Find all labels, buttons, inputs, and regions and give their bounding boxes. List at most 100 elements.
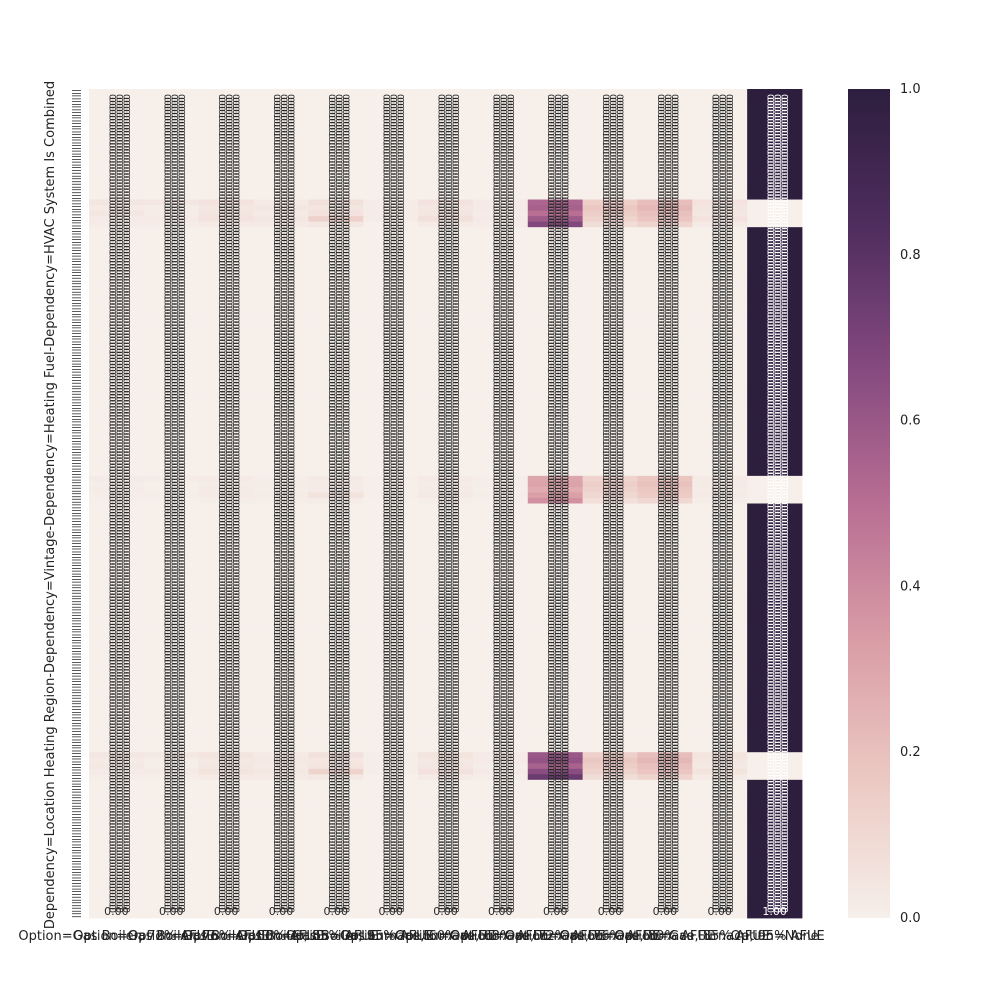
heatmap-cell [582, 691, 638, 698]
heatmap-cell [747, 752, 803, 759]
heatmap-cell [637, 658, 693, 665]
heatmap-cell [582, 796, 638, 803]
heatmap-cell [692, 194, 748, 200]
heatmap-cell [253, 475, 309, 482]
heatmap-cell [308, 232, 364, 239]
heatmap-cell [308, 442, 364, 449]
heatmap-cell [363, 586, 419, 593]
heatmap-cell [253, 166, 309, 173]
heatmap-cell [253, 873, 309, 880]
heatmap-cell [527, 138, 584, 145]
colorbar-tick-label: 0.4 [900, 579, 921, 594]
heatmap-cell [418, 901, 474, 908]
heatmap-cell [692, 851, 748, 858]
heatmap-cell [89, 321, 145, 328]
heatmap-cell [527, 276, 584, 283]
heatmap-cell [253, 619, 309, 626]
heatmap-cell [527, 829, 584, 836]
cell-value-label: 0.000.000.000.000.000.000.000.000.000.00… [223, 94, 233, 913]
heatmap-cell [143, 597, 200, 604]
heatmap-cell [472, 674, 529, 681]
heatmap-cell [418, 835, 474, 842]
heatmap-cell [253, 696, 309, 703]
heatmap-cell [253, 840, 309, 847]
heatmap-cell [308, 696, 364, 703]
heatmap-cell [363, 630, 419, 637]
heatmap-cell [692, 763, 748, 770]
heatmap-cell [637, 232, 693, 239]
heatmap-cell [253, 625, 309, 632]
heatmap-cell [89, 100, 145, 106]
heatmap-cell [747, 359, 803, 366]
heatmap-cell [527, 735, 584, 742]
heatmap-cell [418, 824, 474, 830]
heatmap-cell [198, 862, 254, 869]
heatmap-cell [363, 614, 419, 620]
heatmap-cell [198, 299, 254, 305]
heatmap-cell [692, 387, 748, 394]
heatmap-cell [472, 404, 529, 410]
heatmap-cell [582, 630, 638, 637]
heatmap-cell [747, 608, 803, 615]
heatmap-cell [253, 265, 309, 272]
heatmap-cell [527, 696, 584, 703]
heatmap-cell [747, 868, 803, 875]
heatmap-cell [143, 547, 200, 554]
x-tick-label: Option=Gas Furnace, 95% AFUE [615, 929, 825, 944]
heatmap-cell [472, 735, 529, 742]
heatmap-cell [582, 492, 638, 499]
heatmap-cell [363, 232, 419, 239]
heatmap-cell [89, 525, 145, 532]
heatmap-cell [198, 387, 254, 394]
heatmap-cell [253, 337, 309, 344]
heatmap-cell [363, 497, 419, 504]
heatmap-cell [692, 100, 748, 106]
heatmap-cell [527, 752, 584, 759]
heatmap-cell [472, 641, 529, 648]
heatmap-cell [363, 912, 419, 919]
heatmap-cell [747, 326, 803, 333]
heatmap-cell [308, 630, 364, 637]
heatmap-cell [637, 696, 693, 703]
heatmap-cell [143, 315, 200, 322]
heatmap-cell [418, 348, 474, 355]
heatmap-cell [89, 387, 145, 394]
heatmap-cell [198, 182, 254, 189]
heatmap-cell [747, 310, 803, 316]
heatmap-cell [308, 884, 364, 891]
heatmap-cell [747, 685, 803, 692]
heatmap-cell [472, 824, 529, 830]
heatmap-cell [747, 503, 803, 510]
heatmap-cell [418, 912, 474, 919]
heatmap-cell [692, 492, 748, 499]
heatmap-cell [692, 520, 748, 527]
y-tick-label: || [72, 238, 82, 244]
heatmap-cell [747, 370, 803, 377]
heatmap-cell [253, 271, 309, 278]
heatmap-cell [582, 122, 638, 129]
heatmap-cell [363, 829, 419, 836]
heatmap-cell [198, 111, 254, 118]
heatmap-cell [637, 343, 693, 350]
heatmap-cell [89, 332, 145, 339]
heatmap-cell [308, 332, 364, 339]
heatmap-cell [198, 763, 254, 770]
heatmap-cell [692, 619, 748, 626]
cell-value-label: 0.000.000.000.000.000.000.000.000.000.00… [490, 94, 500, 913]
heatmap-cell [89, 680, 145, 687]
heatmap-cell [143, 365, 200, 372]
y-tick-label: || [72, 343, 82, 349]
heatmap-cell [747, 636, 803, 643]
heatmap-cell [308, 619, 364, 626]
x-tick-label: Option=Gas Boiler, 95% AFUE [238, 929, 434, 944]
heatmap-cell [747, 171, 803, 178]
heatmap-cell [143, 486, 200, 493]
heatmap-cell [308, 182, 364, 189]
heatmap-cell [308, 774, 364, 781]
heatmap-cell [692, 243, 748, 250]
heatmap-cell [692, 536, 748, 543]
heatmap-cell [308, 812, 364, 819]
heatmap-cell [692, 133, 748, 140]
heatmap-cell [637, 542, 693, 549]
y-tick-label: || [72, 348, 82, 354]
